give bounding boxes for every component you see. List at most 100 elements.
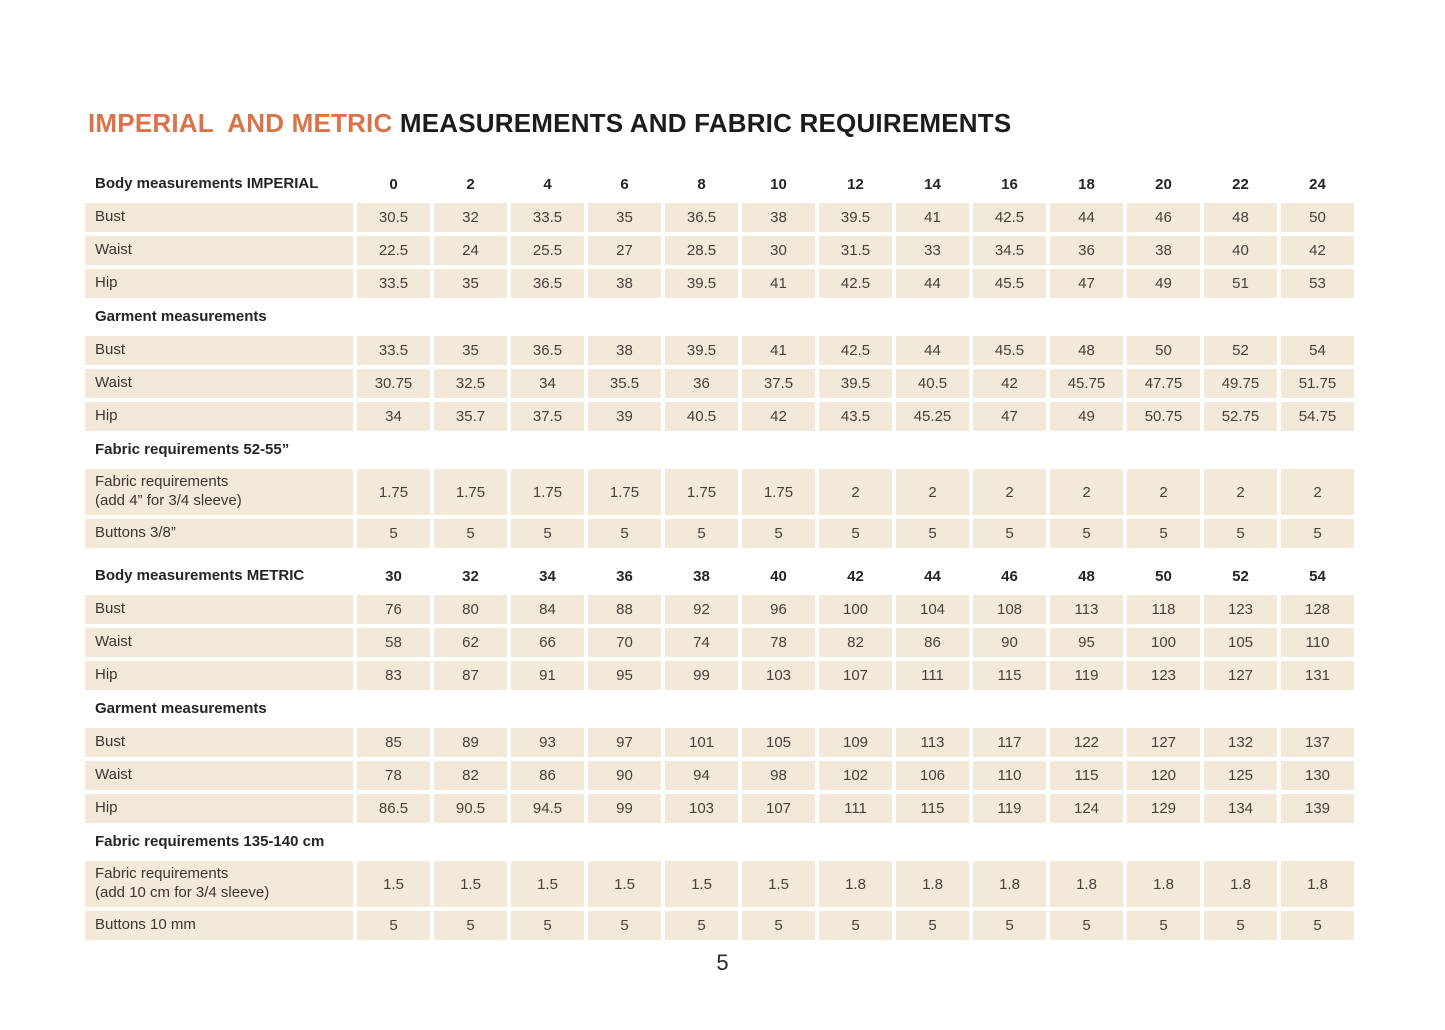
row-label: Fabric requirements (add 4” for 3/4 slee… [85,469,353,515]
row-label: Waist [85,369,353,398]
value-cell: 35 [588,203,661,232]
table-row-data: Bust 30.5 32 33.5 35 36.5 38 39.5 41 42.5 44 46 48 50 [85,203,1354,232]
value-cell: 1.75 [665,469,738,515]
value-cell: 106 [896,761,969,790]
size-cell: 20 [1155,176,1172,193]
row-label: Waist [85,761,353,790]
value-cell: 97 [588,728,661,757]
value-cell: 2 [1281,469,1354,515]
value-cell: 36 [1050,236,1123,265]
page-title-highlight: IMPERIAL AND METRIC [88,108,400,139]
value-cell: 109 [819,728,892,757]
value-cell: 90 [588,761,661,790]
value-cell: 51.75 [1281,369,1354,398]
table-row-sizes: Body measurements METRIC 30 32 34 36 38 40 42 44… [85,562,1354,591]
table-row-section: Fabric requirements 135-140 cm [85,827,1354,857]
value-cell: 33.5 [511,203,584,232]
value-cell: 45.75 [1050,369,1123,398]
row-label: Hip [85,402,353,431]
size-cell: 46 [1001,568,1018,585]
size-cell: 48 [1078,568,1095,585]
value-cell: 90 [973,628,1046,657]
value-cell: 52.75 [1204,402,1277,431]
value-cell: 5 [511,519,584,548]
value-cell: 5 [1127,519,1200,548]
value-cell: 5 [819,911,892,940]
value-cell: 5 [1204,519,1277,548]
size-cell: 54 [1309,568,1326,585]
value-cell: 47 [1050,269,1123,298]
page-title: IMPERIAL AND METRIC MEASUREMENTS AND FAB… [88,108,1011,139]
value-cell: 38 [742,203,815,232]
table-row-data2: Fabric requirements (add 4” for 3/4 slee… [85,469,1354,515]
value-cell: 127 [1127,728,1200,757]
row-label: Fabric requirements (add 10 cm for 3/4 s… [85,861,353,907]
value-cell: 1.8 [973,861,1046,907]
value-cell: 128 [1281,595,1354,624]
value-cell: 2 [973,469,1046,515]
size-row-label: Body measurements METRIC [95,567,305,585]
value-cell: 95 [1050,628,1123,657]
table-row-data: Buttons 3/8” 5 5 5 5 5 5 5 5 5 5 5 5 5 [85,519,1354,548]
value-cell: 39.5 [819,369,892,398]
value-cell: 1.8 [819,861,892,907]
size-cell: 42 [847,568,864,585]
table-row-data2: Fabric requirements (add 10 cm for 3/4 s… [85,861,1354,907]
value-cell: 2 [1050,469,1123,515]
value-cell: 120 [1127,761,1200,790]
size-cell: 6 [620,176,629,193]
size-cell: 44 [924,568,941,585]
value-cell: 130 [1281,761,1354,790]
size-cell: 30 [385,568,402,585]
value-cell: 5 [742,911,815,940]
value-cell: 88 [588,595,661,624]
table-row-data: Waist 30.75 32.5 34 35.5 36 37.5 39.5 40.5 42 45.7… [85,369,1354,398]
row-label: Buttons 10 mm [85,911,353,940]
value-cell: 5 [434,911,507,940]
value-cell: 42.5 [973,203,1046,232]
value-cell: 78 [357,761,430,790]
value-cell: 85 [357,728,430,757]
value-cell: 5 [357,911,430,940]
value-cell: 95 [588,661,661,690]
value-cell: 82 [434,761,507,790]
value-cell: 110 [973,761,1046,790]
value-cell: 1.5 [588,861,661,907]
value-cell: 86 [511,761,584,790]
value-cell: 1.8 [1050,861,1123,907]
value-cell: 33 [896,236,969,265]
value-cell: 1.5 [434,861,507,907]
table-row-data: Hip 83 87 91 95 99 103 107 111 115 119 123 127 131 [85,661,1354,690]
value-cell: 107 [819,661,892,690]
size-cell: 16 [1001,176,1018,193]
section-header: Fabric requirements 52-55” [95,440,290,458]
page-number: 5 [716,950,729,975]
value-cell: 32.5 [434,369,507,398]
value-cell: 52 [1204,336,1277,365]
value-cell: 107 [742,794,815,823]
size-cell: 18 [1078,176,1095,193]
measurements-table-body: Body measurements IMPERIAL 0 2 4 6 8 10 12 14 16 1… [85,170,1354,940]
value-cell: 123 [1204,595,1277,624]
row-label: Waist [85,236,353,265]
table-row-section: Garment measurements [85,694,1354,724]
value-cell: 2 [1204,469,1277,515]
value-cell: 58 [357,628,430,657]
table-row-sizes: Body measurements IMPERIAL 0 2 4 6 8 10 12 14 16 1… [85,170,1354,199]
value-cell: 1.75 [742,469,815,515]
section-header: Garment measurements [95,699,267,717]
value-cell: 103 [665,794,738,823]
value-cell: 123 [1127,661,1200,690]
value-cell: 30.5 [357,203,430,232]
value-cell: 78 [742,628,815,657]
value-cell: 50 [1281,203,1354,232]
value-cell: 131 [1281,661,1354,690]
measurements-table: Body measurements IMPERIAL 0 2 4 6 8 10 12 14 16 1… [81,166,1358,944]
value-cell: 36.5 [511,336,584,365]
value-cell: 5 [973,519,1046,548]
value-cell: 92 [665,595,738,624]
value-cell: 74 [665,628,738,657]
value-cell: 105 [1204,628,1277,657]
size-cell: 22 [1232,176,1249,193]
value-cell: 50.75 [1127,402,1200,431]
